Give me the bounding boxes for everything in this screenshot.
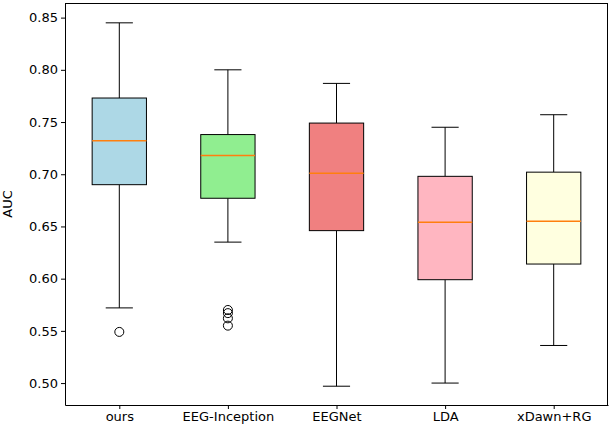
y-tick-label: 0.65 [29,219,58,234]
cap-high [540,114,567,115]
y-tick-label: 0.55 [29,324,58,339]
y-tick: 0.75 [29,115,65,130]
box [201,135,255,199]
x-tick: EEG-Inception [183,405,275,424]
y-tick: 0.50 [29,376,65,391]
y-tick-label: 0.85 [29,10,58,25]
cap-high [214,69,241,70]
cap-low [214,242,241,243]
x-tick: EEGNet [312,405,361,424]
whisker-low [227,198,228,242]
y-tick-mark [61,383,65,384]
y-tick: 0.60 [29,271,65,286]
y-tick-label: 0.80 [29,62,58,77]
box-group [201,70,255,330]
x-tick-label: ours [106,409,135,424]
y-axis-line [65,4,66,406]
y-tick-mark [61,174,65,175]
y-tick: 0.85 [29,10,65,25]
frame-top [65,3,608,4]
median [418,222,472,224]
boxes [92,23,581,386]
plot-area: 0.50 0.55 0.60 0.65 0.70 0.75 0.80 0.85 ours EEG-… [29,3,608,424]
x-tick-label: EEG-Inception [183,409,275,424]
x-tick-label: LDA [433,409,459,424]
cap-low [540,345,567,346]
y-tick-label: 0.70 [29,167,58,182]
median [201,155,255,157]
outlier [115,327,124,336]
y-tick: 0.55 [29,324,65,339]
box [527,172,581,264]
cap-low [432,383,459,384]
x-axis: ours EEG-Inception EEGNet LDA xDawn+RG [66,405,609,424]
y-tick-label: 0.50 [29,376,58,391]
cap-high [106,22,133,23]
whisker-high [227,70,228,135]
box-group [527,115,581,346]
y-tick-mark [61,18,65,19]
y-tick-mark [61,70,65,71]
cap-low [323,386,350,387]
box [418,176,472,279]
x-tick-label: EEGNet [312,409,361,424]
chart: 0.50 0.55 0.60 0.65 0.70 0.75 0.80 0.85 ours EEG-… [0,0,610,432]
box-group [309,83,363,386]
whisker-low [119,185,120,308]
frame-right [607,3,608,405]
x-tick: ours [106,405,135,424]
y-tick: 0.80 [29,62,65,77]
y-axis-title: AUC [0,190,15,218]
outlier [223,309,232,318]
cap-low [106,307,133,308]
whisker-low [445,280,446,383]
y-tick-label: 0.75 [29,115,58,130]
outlier [223,321,232,330]
box-group [92,23,146,337]
median [309,172,363,174]
y-tick-mark [61,279,65,280]
y-tick-mark [61,331,65,332]
cap-high [432,127,459,128]
x-tick: xDawn+RG [517,405,592,424]
box-group [418,127,472,383]
whisker-high [445,127,446,176]
y-tick-mark [61,226,65,227]
whisker-high [336,83,337,123]
whisker-high [553,115,554,172]
whisker-high [119,23,120,98]
y-tick-label: 0.60 [29,271,58,286]
y-tick-mark [61,122,65,123]
whisker-low [553,264,554,345]
box [92,98,146,185]
box [309,123,363,231]
whisker-low [336,231,337,387]
x-tick: LDA [433,405,459,424]
median [92,140,146,142]
y-tick: 0.70 [29,167,65,182]
cap-high [323,83,350,84]
y-tick: 0.65 [29,219,65,234]
median [527,220,581,222]
x-tick-label: xDawn+RG [517,409,592,424]
y-axis: 0.50 0.55 0.60 0.65 0.70 0.75 0.80 0.85 [29,4,65,406]
